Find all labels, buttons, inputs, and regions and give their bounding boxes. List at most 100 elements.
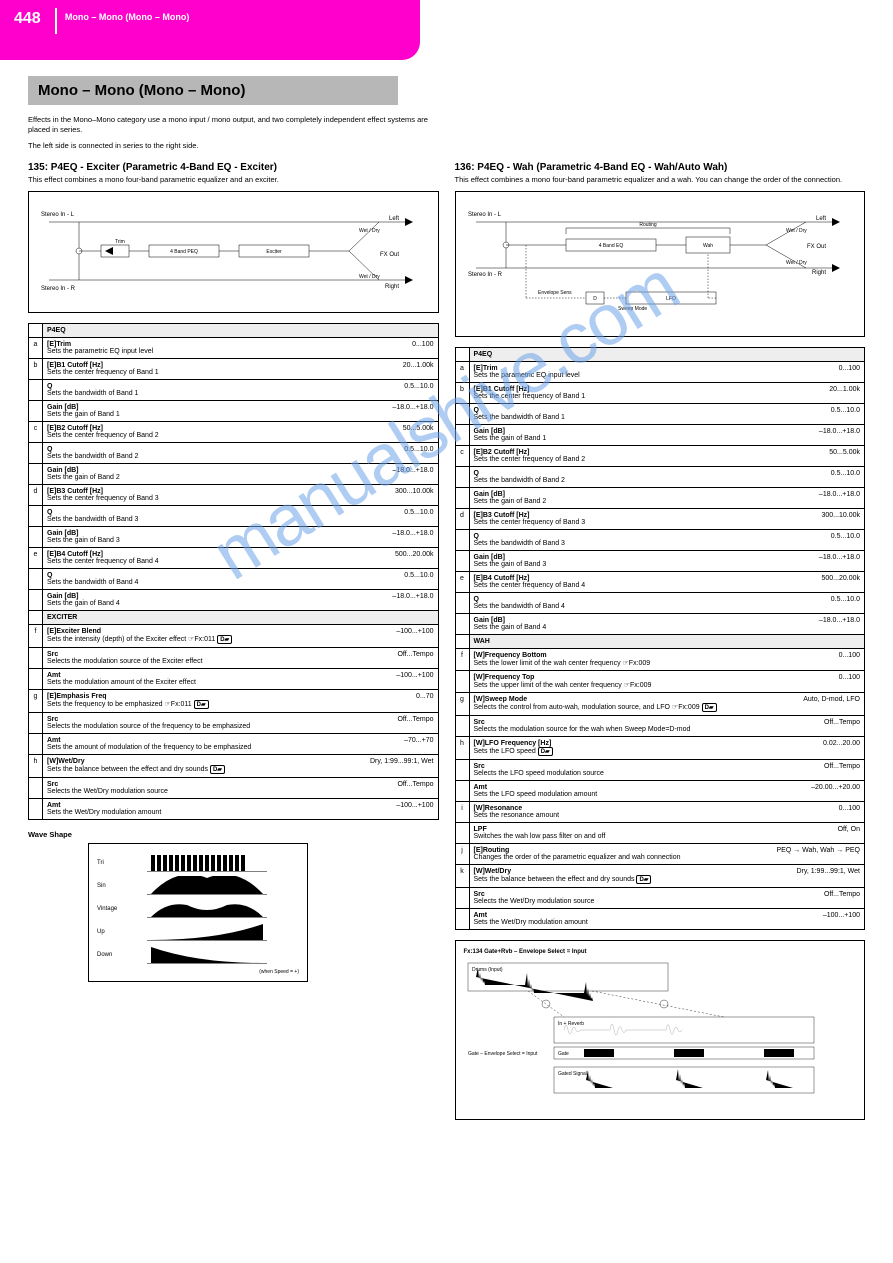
svg-text:4 Band EQ: 4 Band EQ bbox=[598, 243, 623, 249]
fx136-name: P4EQ - Wah (Parametric 4-Band EQ - Wah/A… bbox=[477, 162, 727, 173]
dmod-icon: D▰ bbox=[538, 747, 553, 756]
param-row: QSets the bandwidth of Band 3 0.5...10.0 bbox=[29, 506, 439, 527]
wave-label-dn: Down bbox=[97, 952, 145, 958]
dmod-icon: D▰ bbox=[636, 875, 651, 884]
gate-reverb-diagram: Fx:134 Gate+Rvb – Envelope Select = Inpu… bbox=[455, 940, 866, 1120]
fx135-desc: This effect combines a mono four-band pa… bbox=[28, 175, 439, 185]
breadcrumb: Mono – Mono (Mono – Mono) bbox=[65, 12, 189, 22]
fx135-signal-diagram: Stereo In - L Stereo In - R Left Right W… bbox=[28, 191, 439, 313]
fx136-desc: This effect combines a mono four-band pa… bbox=[455, 175, 866, 185]
param-row: QSets the bandwidth of Band 2 0.5...10.0 bbox=[455, 467, 865, 488]
fx136-title: 136: P4EQ - Wah (Parametric 4-Band EQ - … bbox=[455, 162, 866, 173]
svg-text:Wet / Dry: Wet / Dry bbox=[786, 228, 807, 234]
param-row: QSets the bandwidth of Band 2 0.5...10.0 bbox=[29, 443, 439, 464]
param-row: d [E]B3 Cutoff [Hz]Sets the center frequ… bbox=[29, 485, 439, 506]
param-row: b [E]B1 Cutoff [Hz]Sets the center frequ… bbox=[29, 359, 439, 380]
param-row: a [E]TrimSets the parametric EQ input le… bbox=[455, 362, 865, 383]
diagram2-svg: Stereo In - L Stereo In - R Left Right W… bbox=[466, 208, 846, 318]
svg-text:Left: Left bbox=[815, 216, 825, 222]
wave-dn-svg bbox=[147, 945, 267, 965]
wave-sin-svg bbox=[147, 876, 267, 896]
param-row: a [E]TrimSets the parametric EQ input le… bbox=[29, 338, 439, 359]
svg-text:In + Reverb: In + Reverb bbox=[558, 1021, 584, 1027]
param-row: i [W]ResonanceSets the resonance amount … bbox=[455, 802, 865, 823]
param-row: SrcSelects the modulation source for the… bbox=[455, 716, 865, 737]
page-number: 448 bbox=[14, 10, 41, 28]
param-row: SrcSelects the modulation source of the … bbox=[29, 648, 439, 669]
svg-text:Wah: Wah bbox=[702, 243, 712, 249]
param-row: Gain [dB]Sets the gain of Band 1 –18.0..… bbox=[29, 401, 439, 422]
param-row: LPFSwitches the wah low pass filter on a… bbox=[455, 823, 865, 844]
param-row: SrcSelects the modulation source of the … bbox=[29, 713, 439, 734]
left-column: 135: P4EQ - Exciter (Parametric 4-Band E… bbox=[28, 156, 439, 1130]
svg-text:LFO: LFO bbox=[666, 296, 676, 302]
section-heading: Mono – Mono (Mono – Mono) bbox=[28, 76, 398, 105]
param-row: AmtSets the LFO speed modulation amount … bbox=[455, 781, 865, 802]
wave-label-vin: Vintage bbox=[97, 906, 145, 912]
param-row: AmtSets the amount of modulation of the … bbox=[29, 734, 439, 755]
d1-fxout: FX Out bbox=[380, 252, 399, 258]
wave-footnote: (when Speed = +) bbox=[97, 969, 299, 975]
fx135-param-table: P4EQa [E]TrimSets the parametric EQ inpu… bbox=[28, 323, 439, 820]
section-chain-note: The left side is connected in series to … bbox=[28, 141, 428, 151]
wave-shape-box: Tri Sin Vintage Up Down (when Speed = +) bbox=[88, 843, 308, 982]
d1-trim: Trim bbox=[115, 239, 125, 245]
fx135-title: 135: P4EQ - Exciter (Parametric 4-Band E… bbox=[28, 162, 439, 173]
fx135-id: 135 bbox=[28, 162, 45, 173]
d1-peq: 4 Band PEQ bbox=[170, 249, 198, 255]
param-row: Gain [dB]Sets the gain of Band 4 –18.0..… bbox=[455, 614, 865, 635]
wave-vin-svg bbox=[147, 899, 267, 919]
gate-title: Fx:134 Gate+Rvb – Envelope Select = Inpu… bbox=[464, 949, 857, 955]
d1-inR: Stereo In - R bbox=[41, 286, 76, 292]
svg-text:Sweep Mode: Sweep Mode bbox=[618, 306, 647, 312]
param-row: g [W]Sweep ModeSelects the control from … bbox=[455, 693, 865, 716]
param-row: k [W]Wet/DrySets the balance between the… bbox=[455, 865, 865, 888]
param-row: g [E]Emphasis FreqSets the frequency to … bbox=[29, 690, 439, 713]
dmod-icon: D▰ bbox=[210, 765, 225, 774]
param-row: SrcSelects the Wet/Dry modulation source… bbox=[455, 888, 865, 909]
header-divider bbox=[55, 8, 57, 34]
wave-row: Tri bbox=[97, 853, 299, 873]
fx136-signal-diagram: Stereo In - L Stereo In - R Left Right W… bbox=[455, 191, 866, 337]
param-row: b [E]B1 Cutoff [Hz]Sets the center frequ… bbox=[455, 383, 865, 404]
param-row: e [E]B4 Cutoff [Hz]Sets the center frequ… bbox=[29, 548, 439, 569]
wave-up-svg bbox=[147, 922, 267, 942]
d1-wet2: Wet / Dry bbox=[359, 274, 380, 280]
param-row: Gain [dB]Sets the gain of Band 2 –18.0..… bbox=[455, 488, 865, 509]
svg-text:Gate: Gate bbox=[558, 1051, 569, 1057]
wave-tri-svg bbox=[147, 853, 267, 873]
param-row: Gain [dB]Sets the gain of Band 4 –18.0..… bbox=[29, 590, 439, 611]
param-row: c [E]B2 Cutoff [Hz]Sets the center frequ… bbox=[29, 422, 439, 443]
gate-svg: Drums (Input) In + Reverb bbox=[464, 959, 824, 1109]
svg-text:Gated Signal: Gated Signal bbox=[558, 1071, 587, 1077]
param-row: Gain [dB]Sets the gain of Band 1 –18.0..… bbox=[455, 425, 865, 446]
dmod-icon: D▰ bbox=[217, 635, 232, 644]
param-row: h [W]LFO Frequency [Hz]Sets the LFO spee… bbox=[455, 737, 865, 760]
wave-shape-head: Wave Shape bbox=[28, 830, 439, 839]
param-row: QSets the bandwidth of Band 1 0.5...10.0 bbox=[29, 380, 439, 401]
wave-label-tri: Tri bbox=[97, 860, 145, 866]
param-row: QSets the bandwidth of Band 4 0.5...10.0 bbox=[29, 569, 439, 590]
svg-text:Gate – Envelope Select = Input: Gate – Envelope Select = Input bbox=[468, 1051, 538, 1057]
right-column: 136: P4EQ - Wah (Parametric 4-Band EQ - … bbox=[455, 156, 866, 1130]
param-row: h [W]Wet/DrySets the balance between the… bbox=[29, 755, 439, 778]
param-row: AmtSets the modulation amount of the Exc… bbox=[29, 669, 439, 690]
param-row: AmtSets the Wet/Dry modulation amount –1… bbox=[455, 909, 865, 930]
param-row: QSets the bandwidth of Band 1 0.5...10.0 bbox=[455, 404, 865, 425]
section-intro: Effects in the Mono–Mono category use a … bbox=[28, 115, 428, 135]
d1-outR: Right bbox=[385, 284, 399, 290]
svg-text:FX Out: FX Out bbox=[806, 244, 825, 250]
param-row: SrcSelects the LFO speed modulation sour… bbox=[455, 760, 865, 781]
svg-text:Drums (Input): Drums (Input) bbox=[472, 967, 503, 973]
fx136-id: 136 bbox=[455, 162, 472, 173]
param-row: Gain [dB]Sets the gain of Band 3 –18.0..… bbox=[29, 527, 439, 548]
svg-text:Stereo In - R: Stereo In - R bbox=[468, 272, 503, 278]
d1-inL: Stereo In - L bbox=[41, 212, 75, 218]
page-tab-header: 448 Mono – Mono (Mono – Mono) bbox=[0, 0, 420, 60]
param-row: d [E]B3 Cutoff [Hz]Sets the center frequ… bbox=[455, 509, 865, 530]
d1-exc: Exciter bbox=[266, 249, 282, 255]
fx136-param-table: P4EQa [E]TrimSets the parametric EQ inpu… bbox=[455, 347, 866, 930]
fx135-name: P4EQ - Exciter (Parametric 4-Band EQ - E… bbox=[51, 162, 277, 173]
wave-label-up: Up bbox=[97, 929, 145, 935]
param-row: SrcSelects the Wet/Dry modulation source… bbox=[29, 778, 439, 799]
